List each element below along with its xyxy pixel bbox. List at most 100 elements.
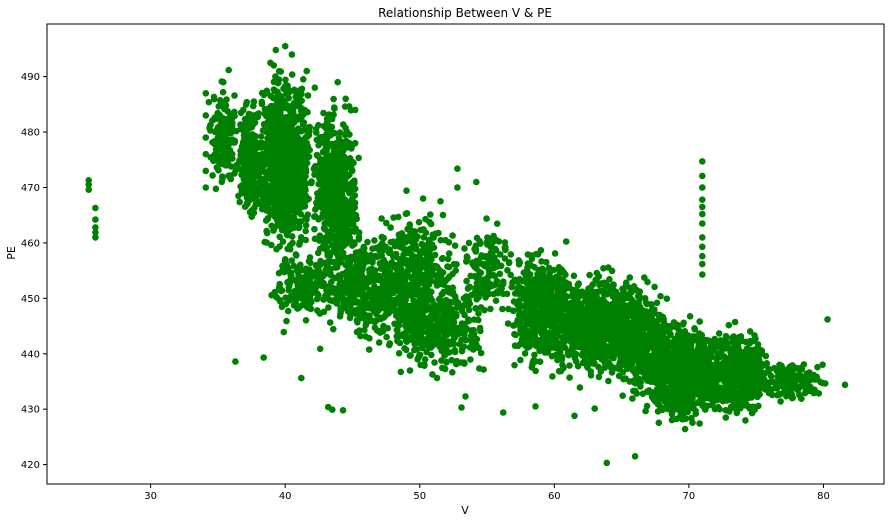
data-point xyxy=(313,136,321,144)
data-point xyxy=(218,178,226,186)
data-point xyxy=(511,361,518,369)
data-point xyxy=(477,240,484,247)
data-point xyxy=(343,198,351,206)
data-point xyxy=(311,225,318,233)
data-point xyxy=(380,256,388,264)
data-point xyxy=(337,240,345,247)
data-point xyxy=(212,185,220,193)
data-point xyxy=(387,224,394,231)
data-point xyxy=(218,100,226,107)
data-point xyxy=(223,96,230,103)
data-point xyxy=(326,319,334,326)
data-point xyxy=(275,210,283,218)
data-point xyxy=(355,285,363,292)
data-point xyxy=(301,193,309,201)
data-point xyxy=(277,68,285,75)
data-point xyxy=(557,367,564,375)
data-point xyxy=(399,271,407,278)
data-point xyxy=(264,205,272,212)
data-point xyxy=(423,348,430,356)
data-point xyxy=(367,254,374,261)
data-point xyxy=(413,315,421,323)
data-point xyxy=(387,296,394,303)
data-point xyxy=(415,218,423,226)
data-point xyxy=(401,345,408,352)
data-point xyxy=(287,110,295,118)
data-point xyxy=(271,140,279,147)
data-point xyxy=(591,322,598,329)
data-point xyxy=(318,234,325,242)
data-point xyxy=(585,290,593,298)
data-point xyxy=(419,305,426,313)
data-point xyxy=(477,304,485,311)
data-point xyxy=(288,71,296,78)
data-point xyxy=(489,271,497,279)
data-point xyxy=(311,163,319,170)
data-point xyxy=(558,266,565,273)
data-point xyxy=(395,350,403,357)
data-point xyxy=(282,82,290,90)
data-point xyxy=(231,137,239,145)
data-point xyxy=(292,157,299,164)
data-point xyxy=(545,347,552,354)
data-point xyxy=(294,208,302,216)
data-point xyxy=(582,337,590,345)
data-point xyxy=(311,235,319,243)
data-point xyxy=(345,268,352,276)
data-point xyxy=(433,263,441,271)
data-point xyxy=(546,282,553,289)
data-point xyxy=(568,300,575,308)
data-point xyxy=(539,265,546,273)
data-point xyxy=(335,151,342,158)
data-point xyxy=(651,283,658,291)
data-point xyxy=(295,279,303,286)
data-point xyxy=(600,345,608,353)
data-point xyxy=(432,324,440,332)
data-point xyxy=(300,274,308,281)
data-point xyxy=(407,263,415,270)
data-point xyxy=(292,114,300,122)
data-point xyxy=(441,365,449,373)
data-point xyxy=(373,310,380,318)
data-point xyxy=(288,257,296,264)
data-point xyxy=(315,121,322,129)
data-point xyxy=(595,373,603,381)
data-point xyxy=(490,290,497,298)
data-point xyxy=(527,261,535,269)
data-point xyxy=(276,233,284,241)
data-point xyxy=(299,108,306,116)
data-point xyxy=(534,320,542,328)
data-point xyxy=(282,76,289,84)
data-point xyxy=(426,236,433,244)
data-point xyxy=(476,324,484,332)
data-point xyxy=(437,198,444,205)
data-point xyxy=(264,159,272,167)
data-point xyxy=(411,299,419,306)
data-point xyxy=(225,172,232,180)
data-point xyxy=(619,392,626,400)
data-point xyxy=(392,271,400,279)
data-point xyxy=(413,283,420,291)
data-point xyxy=(354,319,361,326)
data-point xyxy=(608,267,616,275)
data-point xyxy=(211,151,218,159)
data-point xyxy=(523,313,531,321)
data-point xyxy=(594,328,601,335)
data-point xyxy=(378,215,385,222)
data-point xyxy=(336,129,344,136)
data-point xyxy=(275,76,283,83)
data-point xyxy=(615,372,623,380)
data-point xyxy=(484,234,491,241)
data-point xyxy=(501,239,509,246)
data-point xyxy=(219,117,226,124)
data-point xyxy=(427,211,434,218)
data-point xyxy=(251,183,259,191)
data-point xyxy=(283,124,291,132)
data-point xyxy=(536,291,543,298)
data-point xyxy=(519,325,527,332)
data-point xyxy=(637,383,644,390)
data-point xyxy=(420,245,427,253)
data-point xyxy=(442,236,449,244)
data-point xyxy=(413,266,420,273)
